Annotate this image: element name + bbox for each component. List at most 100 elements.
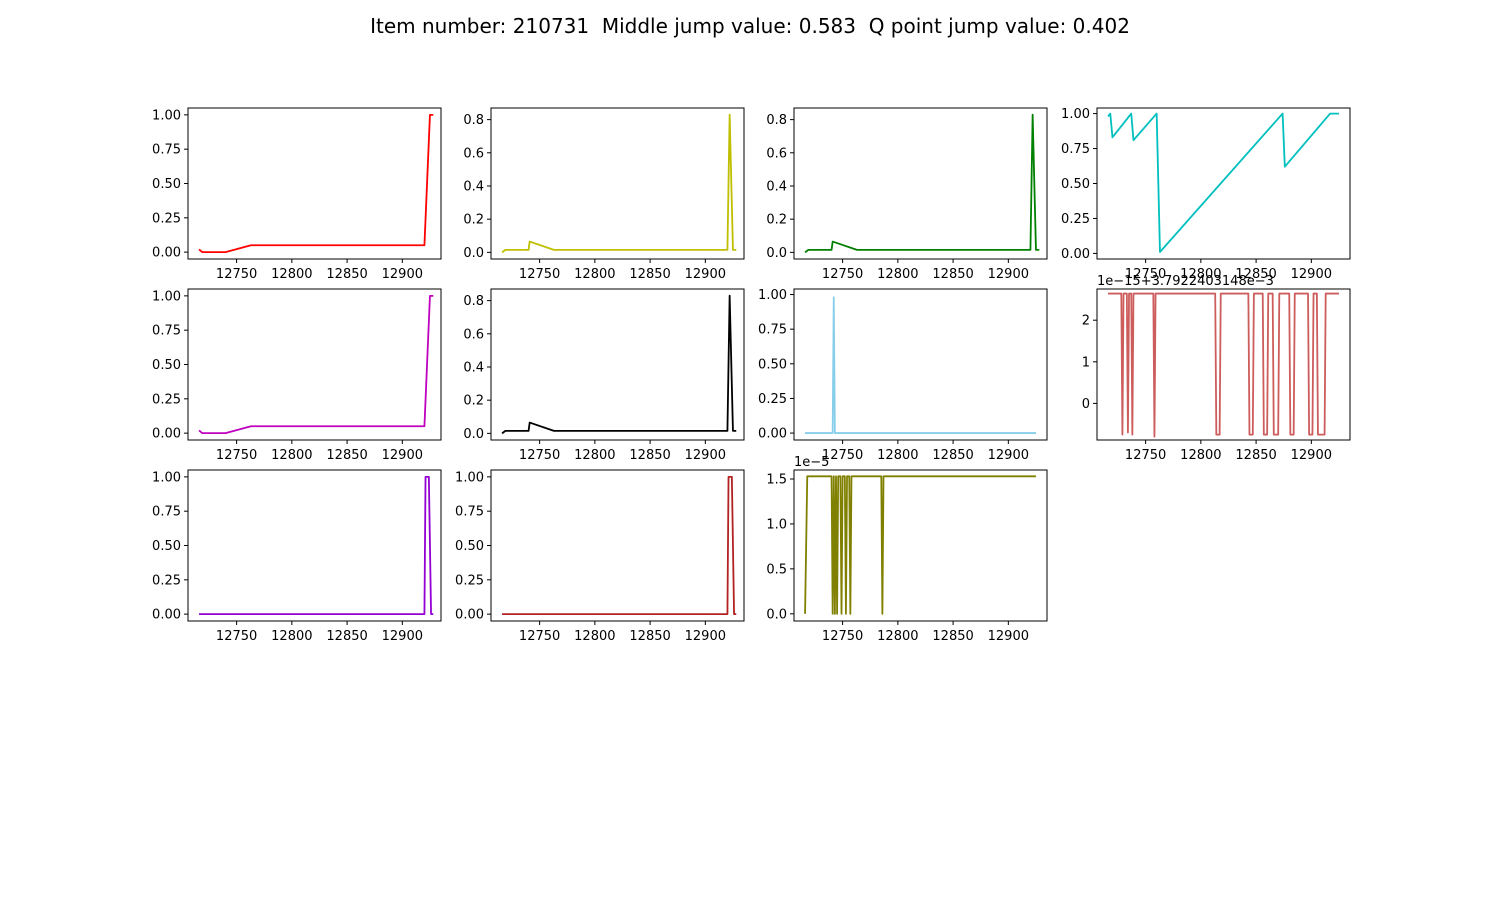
y-tick-label: 0.2	[463, 213, 484, 228]
axes-frame	[187, 288, 442, 441]
y-tick-label: 1.0	[766, 517, 787, 532]
axes-frame	[793, 288, 1048, 441]
y-tick-label: 0.00	[152, 246, 181, 261]
subplot-5: 12750 12800 12850 12900 0.00 0.25 0.50 0.75 1.00	[152, 288, 442, 463]
x-tick-label: 12900	[988, 629, 1029, 644]
x-tick-label: 12750	[216, 267, 257, 282]
x-tick-label: 12750	[216, 629, 257, 644]
y-tick-label: 0.00	[152, 608, 181, 623]
subplot-4: 12750 12800 12850 12900 0.00 0.25 0.50 0.75 1.00	[1061, 107, 1351, 282]
x-tick-label: 12900	[988, 267, 1029, 282]
y-tick-label: 0.25	[152, 211, 181, 226]
x-tick-label: 12800	[574, 267, 615, 282]
series-line	[501, 113, 737, 254]
y-tick-label: 0.4	[463, 179, 484, 194]
x-tick-label: 12800	[877, 448, 918, 463]
y-tick-label: 0.25	[152, 573, 181, 588]
subplot-9: 12750 12800 12850 12900 0.00 0.25 0.50 0.75 1.00	[152, 469, 442, 644]
subplot-6: 12750 12800 12850 12900 0.0 0.2 0.4 0.6 0.8	[463, 288, 745, 463]
y-tick-label: 1	[1082, 355, 1090, 370]
y-tick-label: 1.00	[1061, 107, 1090, 122]
y-tick-label: 1.00	[455, 470, 484, 485]
x-tick-label: 12800	[271, 448, 312, 463]
y-tick-label: 0.0	[463, 246, 484, 261]
x-tick-label: 12900	[382, 448, 423, 463]
subplot-7: 12750 12800 12850 12900 0.00 0.25 0.50 0.75 1.00	[758, 288, 1048, 463]
x-tick-label: 12750	[1125, 448, 1166, 463]
y-tick-label: 0.8	[463, 113, 484, 128]
y-tick-label: 1.00	[152, 108, 181, 123]
y-tick-label: 0.75	[455, 505, 484, 520]
y-tick-label: 0.0	[766, 246, 787, 261]
y-tick-label: 1.5	[766, 472, 787, 487]
y-tick-label: 0.8	[463, 294, 484, 309]
series-line	[198, 294, 434, 435]
series-line	[198, 113, 434, 254]
y-tick-label: 0.25	[455, 573, 484, 588]
series-line	[805, 296, 1036, 434]
y-tick-label: 0.75	[758, 323, 787, 338]
offset-label: 1e−15+3.7922403148e−3	[1097, 274, 1274, 289]
y-tick-label: 0.2	[766, 213, 787, 228]
subplot-11: 12750 12800 12850 12900 0.0 0.5 1.0 1.5 1e−5	[766, 455, 1048, 644]
x-tick-label: 12850	[1235, 267, 1276, 282]
x-tick-label: 12800	[1180, 448, 1221, 463]
x-tick-label: 12850	[629, 448, 670, 463]
axes-frame	[187, 469, 442, 622]
figure-title: Item number: 210731 Middle jump value: 0…	[370, 14, 1130, 38]
x-tick-label: 12900	[685, 629, 726, 644]
x-tick-label: 12800	[877, 629, 918, 644]
x-tick-label: 12850	[629, 267, 670, 282]
x-tick-label: 12850	[932, 267, 973, 282]
y-tick-label: 0.6	[463, 327, 484, 342]
y-tick-label: 0.00	[1061, 247, 1090, 262]
y-tick-label: 0.25	[758, 392, 787, 407]
subplot-1: 12750 12800 12850 12900 0.00 0.25 0.50 0.75 1.00	[152, 107, 442, 282]
y-tick-label: 0.50	[455, 539, 484, 554]
y-tick-label: 0.75	[152, 505, 181, 520]
axes-frame	[187, 107, 442, 260]
x-tick-label: 12750	[519, 267, 560, 282]
x-tick-label: 12750	[1125, 267, 1166, 282]
x-tick-label: 12750	[822, 267, 863, 282]
y-tick-label: 0.50	[152, 177, 181, 192]
subplot-2: 12750 12800 12850 12900 0.0 0.2 0.4 0.6 0.8	[463, 107, 745, 282]
y-tick-label: 0.00	[455, 608, 484, 623]
x-tick-label: 12750	[822, 448, 863, 463]
y-tick-label: 0.4	[463, 360, 484, 375]
x-tick-label: 12850	[326, 267, 367, 282]
y-tick-label: 0.50	[152, 358, 181, 373]
y-tick-label: 0.25	[1061, 212, 1090, 227]
y-tick-label: 0.2	[463, 394, 484, 409]
y-tick-label: 0	[1082, 397, 1090, 412]
x-tick-label: 12800	[271, 267, 312, 282]
x-tick-label: 12750	[216, 448, 257, 463]
x-tick-label: 12900	[1291, 448, 1332, 463]
y-tick-label: 0.25	[152, 392, 181, 407]
y-tick-label: 0.75	[152, 143, 181, 158]
y-tick-label: 1.00	[152, 470, 181, 485]
series-line	[804, 113, 1040, 254]
x-tick-label: 12800	[1180, 267, 1221, 282]
y-tick-label: 2	[1082, 314, 1090, 329]
x-tick-label: 12850	[326, 629, 367, 644]
y-tick-label: 0.6	[463, 146, 484, 161]
series-line	[1107, 112, 1339, 253]
x-tick-label: 12850	[629, 629, 670, 644]
subplot-3: 12750 12800 12850 12900 0.0 0.2 0.4 0.6 0.8	[766, 107, 1048, 282]
y-tick-label: 0.50	[1061, 177, 1090, 192]
axes-frame	[490, 107, 745, 260]
y-tick-label: 0.5	[766, 562, 787, 577]
axes-frame	[490, 469, 745, 622]
series-line	[199, 475, 434, 616]
x-tick-label: 12850	[932, 629, 973, 644]
axes-frame	[490, 288, 745, 441]
y-tick-label: 0.75	[152, 324, 181, 339]
x-tick-label: 12850	[1235, 448, 1276, 463]
x-tick-label: 12800	[271, 629, 312, 644]
y-tick-label: 0.0	[766, 607, 787, 622]
x-tick-label: 12750	[519, 629, 560, 644]
subplot-10: 12750 12800 12850 12900 0.00 0.25 0.50 0.75 1.00	[455, 469, 745, 644]
y-tick-label: 0.00	[152, 427, 181, 442]
series-line	[1108, 292, 1339, 438]
